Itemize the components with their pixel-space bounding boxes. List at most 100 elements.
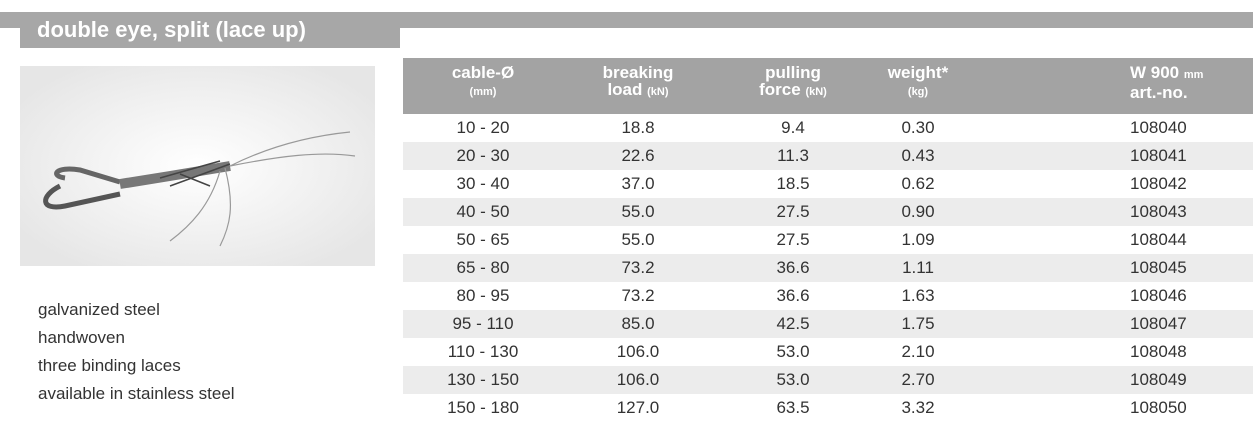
table-cell: 106.0	[616, 342, 660, 361]
table-cell: 0.62	[901, 174, 935, 193]
table-cell: 108050	[1130, 398, 1187, 417]
table-cell: 108046	[1130, 286, 1187, 305]
table-cell: 0.43	[901, 146, 935, 165]
table-cell: 108045	[1130, 258, 1187, 277]
product-image	[20, 66, 375, 266]
table-cell: 108041	[1130, 146, 1187, 165]
header-text: W 900	[1130, 63, 1180, 82]
table-cell: 0.30	[901, 118, 935, 137]
table-row: 110 - 130 106.0 53.0 2.10 108048	[403, 338, 1253, 366]
table-cell: 85.0	[621, 314, 655, 333]
header-text: (kg)	[907, 86, 929, 98]
table-cell: 73.2	[621, 286, 655, 305]
table-cell: 50 - 65	[456, 230, 510, 249]
feature: three binding laces	[38, 356, 181, 375]
table-cell: 106.0	[616, 370, 660, 389]
header-text: weight*	[887, 63, 949, 82]
header-line: breaking	[578, 64, 698, 81]
feature: handwoven	[38, 328, 125, 347]
table-cell: 1.11	[902, 258, 934, 277]
table-cell: 11.3	[777, 146, 809, 165]
header-text: mm	[1183, 69, 1204, 81]
table-cell: 108042	[1130, 174, 1187, 193]
header-text: force	[759, 80, 801, 99]
header-line: (mm)	[433, 81, 533, 101]
header-text: cable-Ø	[451, 63, 515, 82]
header-cell: breaking load (kN)	[578, 64, 698, 101]
table-row: 150 - 180 127.0 63.5 3.32 108050	[403, 394, 1253, 422]
header-text: (kN)	[647, 86, 669, 98]
header-text: breaking	[602, 63, 674, 82]
table-cell: 108040	[1130, 118, 1187, 137]
table-cell: 9.4	[781, 118, 805, 137]
table-cell: 18.5	[776, 174, 810, 193]
header-text: load	[607, 80, 643, 99]
table-cell: 27.5	[776, 202, 810, 221]
table-row: 130 - 150 106.0 53.0 2.70 108049	[403, 366, 1253, 394]
table-row: 50 - 65 55.0 27.5 1.09 108044	[403, 226, 1253, 254]
header-cell: weight* (kg)	[873, 64, 963, 101]
table-cell: 1.63	[901, 286, 935, 305]
table-cell: 150 - 180	[447, 398, 519, 417]
table-cell: 27.5	[776, 230, 810, 249]
table-cell: 73.2	[621, 258, 655, 277]
header-cell: pulling force (kN)	[733, 64, 853, 101]
table-cell: 110 - 130	[447, 342, 519, 361]
header-line: force (kN)	[733, 81, 853, 101]
table-cell: 55.0	[621, 202, 655, 221]
table-cell: 108047	[1130, 314, 1187, 333]
table-cell: 95 - 110	[452, 314, 514, 333]
table-header: cable-Ø (mm) breaking load (kN) pulling force…	[403, 58, 1253, 114]
table-cell: 108048	[1130, 342, 1187, 361]
table-cell: 18.8	[621, 118, 655, 137]
table-cell: 1.09	[901, 230, 935, 249]
table-cell: 37.0	[621, 174, 655, 193]
title: double eye, split (lace up)	[20, 12, 400, 48]
header-text: pulling	[765, 63, 821, 82]
table-cell: 0.90	[901, 202, 935, 221]
table-row: 65 - 80 73.2 36.6 1.11 108045	[403, 254, 1253, 282]
header-line: W 900 mm	[1130, 64, 1253, 84]
table-row: 30 - 40 37.0 18.5 0.62 108042	[403, 170, 1253, 198]
header-text: (mm)	[469, 86, 497, 98]
header-line: art.-no.	[1130, 84, 1253, 101]
table-cell: 108043	[1130, 202, 1187, 221]
table-cell: 2.10	[901, 342, 935, 361]
feature: galvanized steel	[38, 300, 160, 319]
table-cell: 63.5	[776, 398, 810, 417]
header-cell: W 900 mm art.-no.	[1130, 64, 1253, 101]
table-cell: 65 - 80	[456, 258, 510, 277]
table-cell: 3.32	[901, 398, 935, 417]
table-row: 10 - 20 18.8 9.4 0.30 108040	[403, 114, 1253, 142]
table-row: 40 - 50 55.0 27.5 0.90 108043	[403, 198, 1253, 226]
header-line: cable-Ø	[433, 64, 533, 81]
table-row: 95 - 110 85.0 42.5 1.75 108047	[403, 310, 1253, 338]
table-cell: 36.6	[776, 258, 810, 277]
table-cell: 2.70	[901, 370, 935, 389]
table-cell: 20 - 30	[456, 146, 510, 165]
table-cell: 108044	[1130, 230, 1187, 249]
table-cell: 130 - 150	[447, 370, 519, 389]
table-cell: 80 - 95	[456, 286, 510, 305]
header-line: weight*	[873, 64, 963, 81]
header-text: (kN)	[805, 86, 827, 98]
table-cell: 10 - 20	[456, 118, 510, 137]
table-cell: 53.0	[776, 370, 810, 389]
table-cell: 108049	[1130, 370, 1187, 389]
table-cell: 1.75	[901, 314, 935, 333]
header-line: load (kN)	[578, 81, 698, 101]
table-cell: 53.0	[776, 342, 810, 361]
header-text: art.-no.	[1130, 83, 1188, 102]
feature: available in stainless steel	[38, 384, 235, 403]
table-cell: 40 - 50	[456, 202, 510, 221]
table-cell: 127.0	[616, 398, 660, 417]
table-cell: 55.0	[621, 230, 655, 249]
header-cell: cable-Ø (mm)	[433, 64, 533, 101]
table-row: 80 - 95 73.2 36.6 1.63 108046	[403, 282, 1253, 310]
table-cell: 22.6	[621, 146, 655, 165]
table-row: 20 - 30 22.6 11.3 0.43 108041	[403, 142, 1253, 170]
table-cell: 30 - 40	[456, 174, 510, 193]
table-cell: 36.6	[776, 286, 810, 305]
table-cell: 42.5	[776, 314, 810, 333]
